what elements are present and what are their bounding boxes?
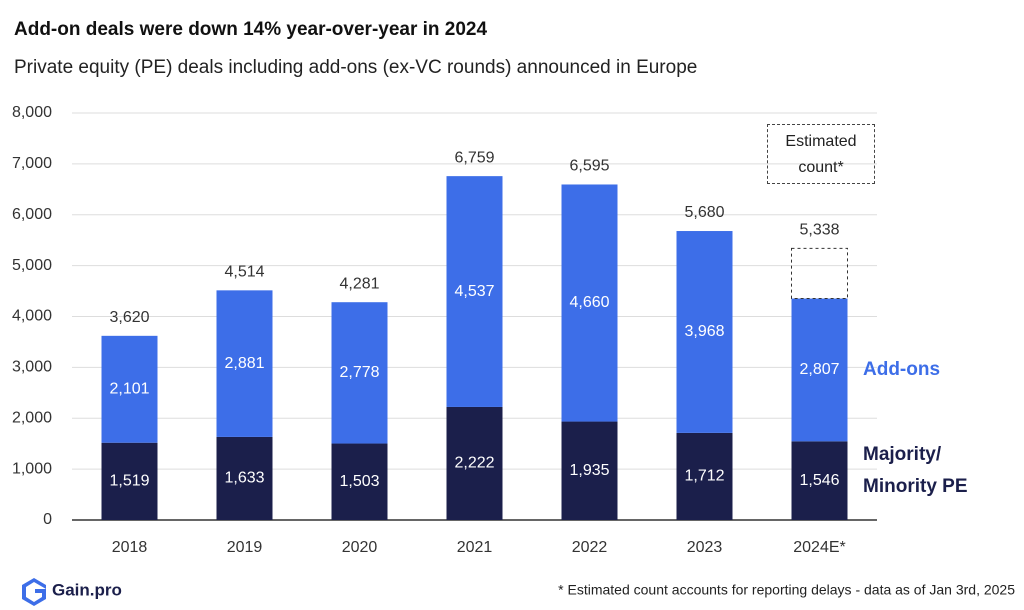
bar-segment	[101, 335, 158, 443]
brand: Gain.pro	[52, 580, 122, 599]
chart-subtitle: Private equity (PE) deals including add-…	[14, 57, 697, 78]
total-label: 4,281	[339, 275, 379, 292]
bar-segment	[216, 436, 273, 520]
logo	[22, 578, 46, 606]
legend-label: Add-ons	[863, 358, 941, 380]
y-tick-label: 0	[43, 511, 52, 528]
bar-segment	[331, 443, 388, 520]
y-tick-label: 5,000	[12, 257, 52, 274]
legend-label: Majority/ Minority PE	[863, 443, 968, 497]
total-label: 4,514	[224, 264, 264, 281]
value-label: 2,222	[454, 455, 494, 472]
value-label: 2,778	[339, 364, 379, 381]
bar-segment	[676, 432, 733, 520]
value-label: 3,968	[684, 323, 724, 340]
y-tick-label: 4,000	[12, 308, 52, 325]
value-label: 1,712	[684, 468, 724, 485]
estimated-segment	[791, 247, 848, 300]
total-label: 6,759	[454, 149, 494, 166]
bar-segment	[216, 290, 273, 437]
value-label: 4,537	[454, 283, 494, 300]
bar-segment	[446, 176, 503, 407]
x-tick-label: 2022	[572, 539, 608, 556]
value-label: 2,101	[109, 380, 149, 397]
x-tick-label: 2019	[227, 539, 263, 556]
total-label: 6,595	[569, 158, 609, 175]
value-label: 1,935	[569, 462, 609, 479]
x-tick-label: 2021	[457, 539, 493, 556]
x-tick-label: 2023	[687, 539, 723, 556]
x-tick-label: 2020	[342, 539, 378, 556]
x-tick-label: 2018	[112, 539, 148, 556]
y-tick-label: 2,000	[12, 409, 52, 426]
value-label: 1,633	[224, 470, 264, 487]
y-tick-label: 6,000	[12, 206, 52, 223]
bar-segment	[561, 421, 618, 520]
value-label: 1,519	[109, 473, 149, 490]
x-tick-label: 2024E*	[793, 539, 846, 556]
total-label: 5,338	[799, 222, 839, 239]
bar-segment	[101, 442, 158, 520]
bar-segment	[676, 231, 733, 433]
chart-title: Add-on deals were down 14% year-over-yea…	[14, 19, 488, 40]
bar-segment	[791, 441, 848, 520]
bar-segment	[791, 298, 848, 442]
bar-segment	[331, 302, 388, 444]
y-tick-label: 3,000	[12, 359, 52, 376]
value-label: 4,660	[569, 294, 609, 311]
footnote: * Estimated count accounts for reporting…	[558, 582, 1015, 598]
bar-segment	[446, 406, 503, 520]
bar-segment	[561, 184, 618, 422]
value-label: 1,546	[799, 472, 839, 489]
y-tick-label: 1,000	[12, 460, 52, 477]
annotation: Estimated count*	[767, 124, 875, 184]
y-tick-label: 8,000	[12, 104, 52, 121]
value-label: 2,881	[224, 355, 264, 372]
value-label: 2,807	[799, 361, 839, 378]
value-label: 1,503	[339, 473, 379, 490]
total-label: 5,680	[684, 204, 724, 221]
y-tick-label: 7,000	[12, 155, 52, 172]
total-label: 3,620	[109, 309, 149, 326]
